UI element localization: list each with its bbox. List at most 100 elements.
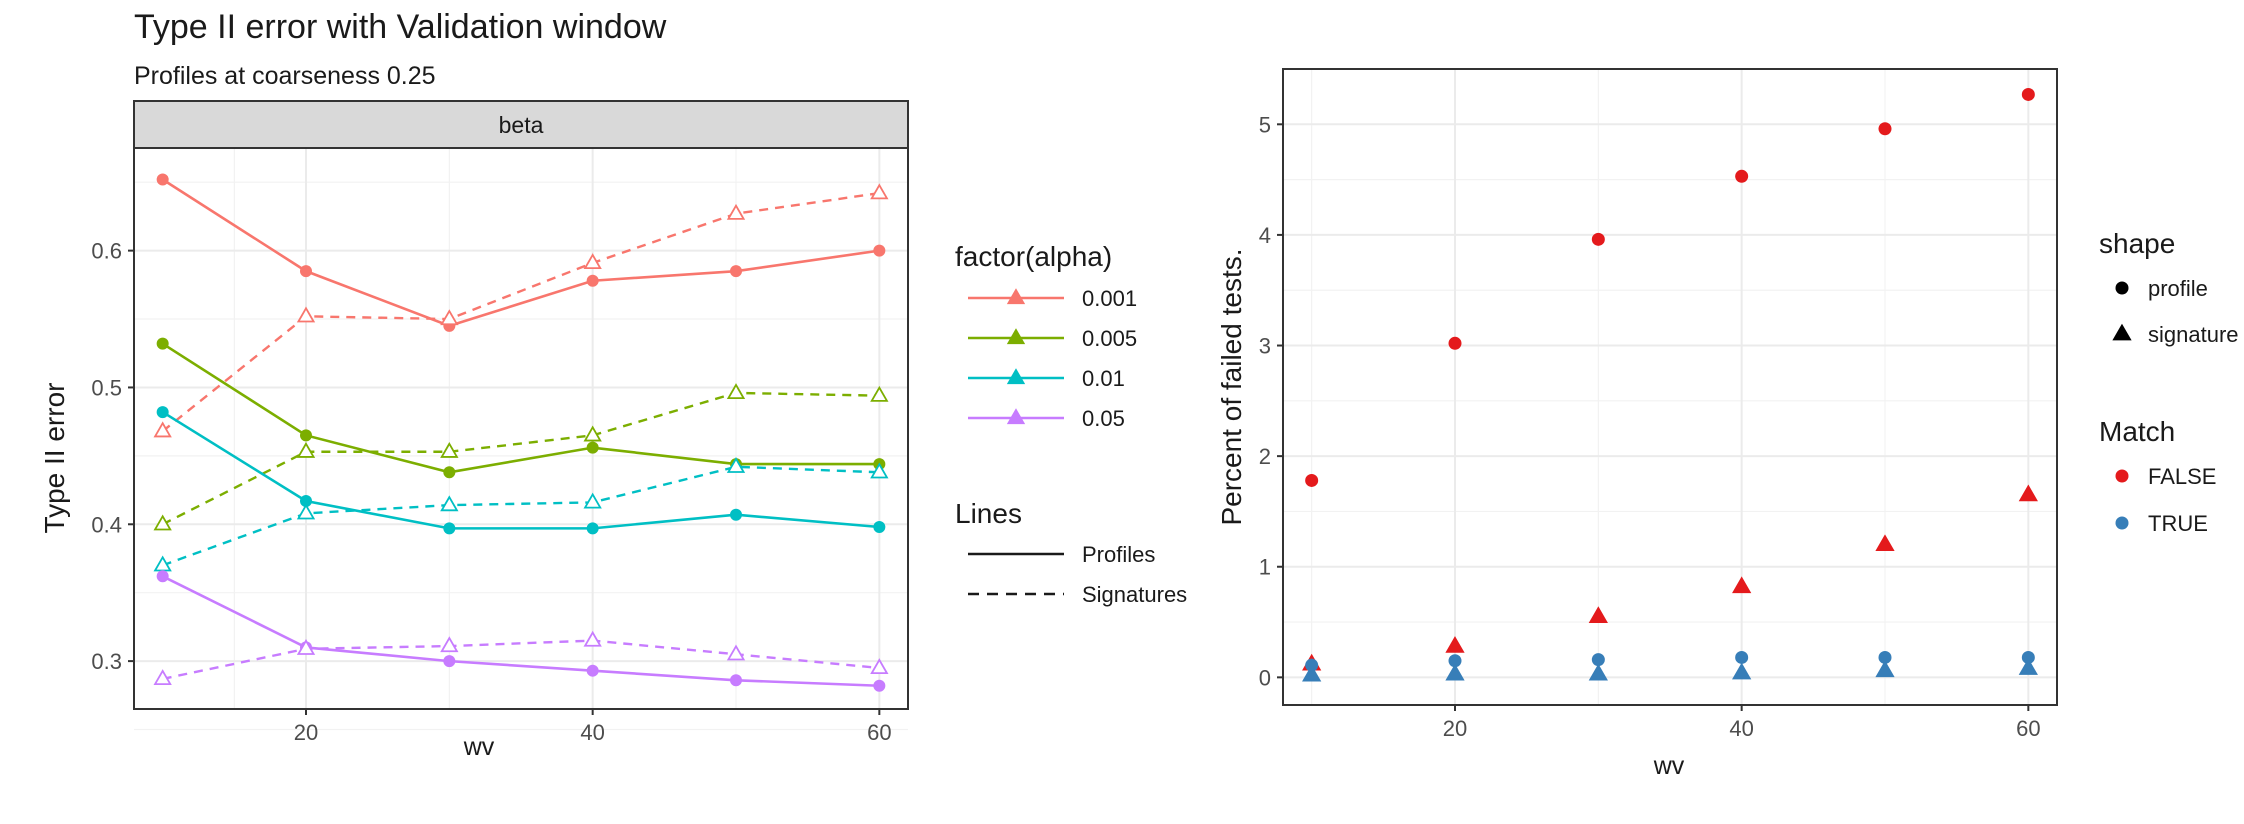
x-tick-label: 40 [580,720,604,745]
x-tick-label: 40 [1729,716,1753,741]
profiles-line-0.05 [162,575,880,688]
point-signature-false [1875,534,1895,552]
signature-point-0.01 [296,503,316,520]
point-profile-false [1448,336,1462,350]
match-legend-label: TRUE [2148,511,2208,536]
point-profile-true [1735,650,1749,664]
x-tick-label: 20 [1443,716,1467,741]
signatures-line-0.001 [161,191,880,433]
y-axis-label: Type II error [39,383,70,534]
point-profile-true [1591,653,1605,667]
profile-point-0.01 [300,495,312,508]
shape-legend-title: shape [2099,228,2175,259]
shape-legend-label: profile [2148,276,2208,301]
left-legends: factor(alpha) 0.001 0.005 0.01 0.05 Lines Prof… [955,241,1187,607]
point-signature-false [1588,606,1608,623]
point-signature-false [1445,636,1465,653]
profile-point-0.05 [443,655,456,668]
signature-point-0.001 [440,309,459,326]
signatures-line-0.01 [162,465,880,567]
match-legend-key [2115,516,2129,530]
point-signature-false [1732,576,1752,594]
alpha-legend-label: 0.01 [1082,366,1125,391]
profile-point-0.005 [586,441,599,454]
alpha-legend-label: 0.005 [1082,326,1137,351]
profile-point-0.01 [873,521,886,534]
signature-point-0.001 [583,253,602,270]
point-profile-true [1878,650,1892,664]
match-legend-label: FALSE [2148,464,2216,489]
legend-key-triangle [1006,328,1026,345]
profiles-line-0.005 [161,342,880,474]
point-signature-true [1302,664,1322,682]
profile-point-0.001 [156,173,169,186]
point-profile-false [2021,87,2035,101]
y-tick-label: 0.3 [91,649,122,674]
y-tick-label: 1 [1259,555,1271,580]
profile-point-0.05 [873,679,886,692]
point-signature-true [1588,663,1608,681]
x-axis-label: wv [1653,752,1685,780]
y-tick-label: 3 [1259,334,1271,359]
alpha-legend-label: 0.001 [1082,286,1137,311]
legend-key-triangle [1006,368,1026,385]
signature-point-0.005 [583,425,602,442]
profile-point-0.005 [156,337,169,350]
profile-point-0.005 [300,429,312,442]
y-tick-label: 0.4 [91,512,122,537]
signatures-line-0.005 [162,391,880,526]
right-scatter-chart: 20 40 60 0 1 2 3 4 5 wv Percent of failed tests. [1216,68,2058,780]
profile-point-0.01 [730,508,742,521]
signature-point-0.05 [726,644,746,661]
panel-border [133,147,909,710]
signature-point-0.01 [583,492,602,509]
y-tick-label: 2 [1259,444,1271,469]
signature-point-0.001 [153,421,172,438]
chart-subtitle: Profiles at coarseness 0.25 [134,62,436,90]
legend-key-triangle [1006,288,1026,305]
profile-point-0.005 [443,466,456,479]
y-tick-label: 0 [1259,665,1271,690]
plot-panel [1283,69,2057,705]
panel-border [1282,68,2058,706]
profile-point-0.05 [156,570,169,583]
shape-legend-label: signature [2148,322,2239,347]
signature-point-0.005 [296,441,316,458]
signature-point-0.001 [726,203,746,220]
signature-point-0.01 [870,462,889,479]
signature-point-0.05 [296,638,316,655]
y-tick-label: 5 [1259,112,1271,137]
profile-point-0.01 [156,406,169,419]
signature-point-0.005 [153,514,172,531]
signature-point-0.005 [726,383,746,400]
signature-point-0.01 [440,495,459,512]
profile-point-0.001 [586,274,599,287]
right-legends: shape profile signature Match FALSE TRUE [2099,228,2239,536]
point-signature-true [1875,660,1895,678]
profile-point-0.01 [586,522,599,535]
profile-point-0.001 [730,265,742,278]
y-tick-label: 0.6 [91,239,122,264]
facet-label: beta [499,112,544,138]
match-legend-title: Match [2099,416,2175,447]
point-signature-true [1445,663,1465,681]
lines-legend-label: Profiles [1082,542,1155,567]
match-legend-key [2115,469,2129,483]
alpha-legend-label: 0.05 [1082,406,1125,431]
left-line-chart: beta 20 40 60 0.3 0.4 0.5 0.6 wv Type II error [39,100,909,761]
chart-title: Type II error with Validation window [134,8,667,46]
signature-point-0.001 [870,183,889,200]
point-signature-false [2018,484,2038,502]
point-profile-true [1448,654,1462,668]
signature-point-0.005 [440,441,459,458]
signature-point-0.05 [870,658,889,675]
x-tick-label: 60 [2016,716,2040,741]
point-profile-false [1878,122,1892,136]
profiles-line-0.001 [161,178,880,328]
profile-point-0.01 [443,522,456,535]
x-axis-label: wv [463,733,495,761]
profiles-line-0.01 [161,410,880,530]
point-signature-true [1732,662,1752,680]
signature-point-0.05 [440,636,459,653]
